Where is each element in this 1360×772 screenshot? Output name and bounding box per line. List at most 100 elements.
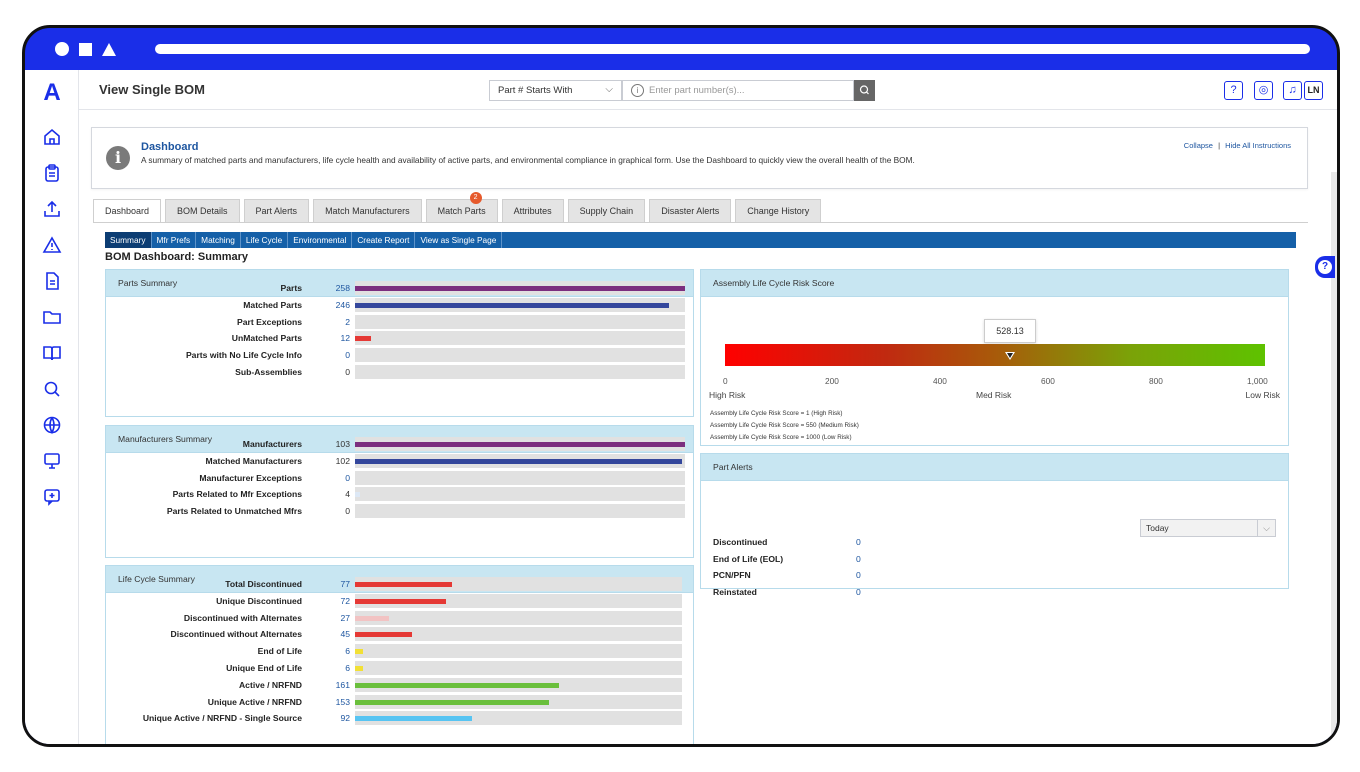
tab-bom-details[interactable]: BOM Details (165, 199, 240, 222)
app-window: A View Single BOM Part # Starts With ⌵ i… (25, 70, 1337, 744)
risk-marker-icon (1005, 352, 1016, 360)
subnav-item-view-as-single-page[interactable]: View as Single Page (415, 232, 503, 248)
clipboard-icon[interactable] (42, 163, 62, 183)
search-mode-value: Part # Starts With (498, 85, 573, 96)
alert-value-link[interactable]: 0 (856, 537, 861, 547)
alert-value-link[interactable]: 0 (856, 570, 861, 580)
row-value-link[interactable]: 77 (340, 579, 350, 589)
row-label: Unique End of Life (226, 663, 302, 673)
subnav-item-life-cycle[interactable]: Life Cycle (241, 232, 289, 248)
page-title: View Single BOM (99, 82, 205, 97)
row-value-link[interactable]: 6 (345, 646, 350, 657)
part-alerts-body: Today ⌵ Discontinued 0 End of Life (EOL) 0 P… (701, 481, 1288, 597)
main-content: i Dashboard A summary of matched parts a… (79, 110, 1337, 744)
subnav-item-mfr-prefs[interactable]: Mfr Prefs (152, 232, 197, 248)
search-button[interactable] (854, 80, 875, 101)
row-label: Parts Related to Mfr Exceptions (172, 489, 302, 500)
row-value-link[interactable]: 27 (340, 612, 350, 623)
bar-track (355, 365, 685, 379)
row-value-link[interactable]: 12 (340, 333, 350, 344)
alert-label: Reinstated (713, 586, 757, 597)
tab-change-history[interactable]: Change History (735, 199, 822, 222)
hide-all-instructions-link[interactable]: Hide All Instructions (1225, 141, 1291, 150)
row-value-link[interactable]: 45 (340, 629, 350, 640)
alert-value-link[interactable]: 0 (856, 553, 861, 564)
row-label: Discontinued with Alternates (183, 612, 302, 623)
collapse-link[interactable]: Collapse (1183, 141, 1213, 150)
summary-row: Active / NRFND 161 (106, 677, 693, 693)
summary-row: Parts Related to Unmatched Mfrs 0 (106, 503, 693, 519)
row-value-link[interactable]: 2 (345, 316, 350, 327)
bar-track (355, 644, 682, 659)
user-avatar[interactable]: LN (1304, 81, 1323, 100)
tab-dashboard[interactable]: Dashboard (93, 199, 162, 222)
tab-disaster-alerts[interactable]: Disaster Alerts (649, 199, 732, 222)
risk-tick-label: 200 (825, 376, 839, 386)
row-value-link[interactable]: 72 (340, 595, 350, 606)
logo-icon[interactable]: A (43, 79, 61, 106)
row-label: Unique Active / NRFND - Single Source (142, 713, 302, 724)
bar-track (355, 677, 682, 692)
search-icon[interactable] (42, 379, 62, 399)
summary-row: Unique End of Life 6 (106, 660, 693, 676)
summary-row: Matched Manufacturers 102 (106, 453, 693, 469)
monitor-icon[interactable] (42, 451, 62, 471)
bar-fill (355, 492, 361, 498)
subnav-item-summary[interactable]: Summary (105, 232, 152, 248)
part-alerts-title: Part Alerts (701, 454, 1288, 481)
help-icon[interactable]: ? (1224, 81, 1243, 100)
row-value-link[interactable]: 92 (340, 713, 350, 724)
summary-row: Discontinued without Alternates 45 (106, 626, 693, 642)
bar-fill (355, 666, 363, 671)
page-scrollbar[interactable] (1331, 172, 1337, 744)
row-label: Parts with No Life Cycle Info (185, 350, 302, 361)
part-search-input[interactable]: i Enter part number(s)... (622, 80, 854, 101)
risk-note: Assembly Life Cycle Risk Score = 1 (High… (710, 410, 843, 417)
chat-icon[interactable] (42, 487, 62, 507)
tab-attributes[interactable]: Attributes (501, 199, 564, 222)
alert-label: PCN/PFN (713, 570, 751, 580)
search-mode-select[interactable]: Part # Starts With ⌵ (489, 80, 622, 101)
alert-period-select[interactable]: Today ⌵ (1140, 519, 1276, 537)
bell-icon[interactable]: ♫ (1283, 81, 1302, 100)
row-value: 0 (345, 367, 350, 377)
row-value-link[interactable]: 6 (345, 663, 350, 673)
bar-fill (355, 598, 447, 604)
home-icon[interactable] (42, 127, 62, 147)
alert-label: Discontinued (713, 537, 768, 547)
info-icon: i (106, 146, 130, 170)
alert-icon[interactable] (42, 235, 62, 255)
alert-value-link[interactable]: 0 (856, 586, 861, 597)
help-button[interactable]: ? (1315, 256, 1335, 278)
book-icon[interactable] (42, 343, 62, 363)
row-value-link[interactable]: 0 (345, 350, 350, 361)
row-value-link[interactable]: 153 (335, 696, 350, 707)
tab-supply-chain[interactable]: Supply Chain (567, 199, 646, 222)
upload-icon[interactable] (42, 199, 62, 219)
row-value-link[interactable]: 161 (335, 679, 350, 690)
alert-period-value: Today (1146, 523, 1169, 533)
subnav-item-create-report[interactable]: Create Report (352, 232, 416, 248)
tab-part-alerts[interactable]: Part Alerts (243, 199, 310, 222)
part-alerts-panel: Part Alerts Today ⌵ Discontinued 0 End of … (700, 453, 1289, 597)
risk-tick-label: 0 (723, 376, 728, 386)
instructions-title: Dashboard (141, 141, 199, 153)
row-value-link[interactable]: 0 (345, 472, 350, 483)
row-value-link[interactable]: 258 (335, 283, 350, 293)
tab-label: Match Manufacturers (325, 206, 410, 216)
tab-match-manufacturers[interactable]: Match Manufacturers (313, 199, 422, 222)
tab-match-parts[interactable]: Match Parts 2 (425, 192, 498, 222)
subnav-item-environmental[interactable]: Environmental (288, 232, 353, 248)
settings-icon[interactable]: ◎ (1254, 81, 1273, 100)
subnav-item-matching[interactable]: Matching (196, 232, 241, 248)
globe-icon[interactable] (42, 415, 62, 435)
row-value-link[interactable]: 246 (335, 299, 350, 310)
low-risk-label: Low Risk (1245, 390, 1280, 400)
folder-icon[interactable] (42, 307, 62, 327)
row-label: Unique Active / NRFND (207, 696, 302, 707)
row-value: 4 (345, 489, 350, 500)
document-icon[interactable] (42, 271, 62, 291)
bar-track (355, 297, 685, 312)
instructions-panel: i Dashboard A summary of matched parts a… (91, 127, 1308, 189)
bar-fill (355, 582, 453, 587)
